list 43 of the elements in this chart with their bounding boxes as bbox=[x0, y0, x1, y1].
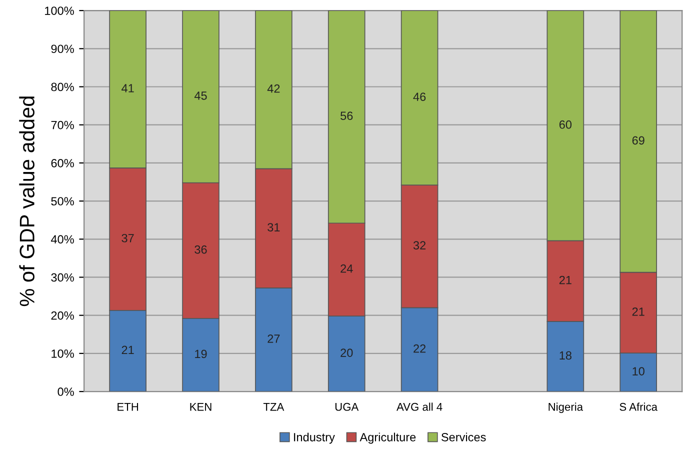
data-label: 22 bbox=[414, 344, 426, 353]
x-tick-label: KEN bbox=[190, 403, 212, 411]
data-label: 31 bbox=[268, 223, 280, 232]
data-label: 45 bbox=[194, 92, 207, 100]
legend-label: Industry bbox=[294, 432, 335, 444]
data-label: 36 bbox=[194, 245, 207, 254]
data-label: 21 bbox=[122, 346, 134, 354]
x-tick-label: ETH bbox=[118, 403, 138, 411]
y-tick-label: 60% bbox=[51, 158, 74, 168]
x-tick-label: Nigeria bbox=[548, 402, 584, 413]
x-tick-label: AVG all 4 bbox=[396, 402, 442, 411]
y-tick-label: 50% bbox=[51, 197, 74, 206]
data-label: 21 bbox=[559, 276, 572, 284]
y-tick-label: 80% bbox=[51, 82, 74, 92]
data-label: 20 bbox=[340, 348, 353, 357]
y-tick-label: 10% bbox=[52, 349, 74, 358]
data-label: 37 bbox=[122, 234, 134, 242]
data-label: 46 bbox=[413, 92, 426, 101]
data-label: 21 bbox=[632, 307, 644, 316]
y-tick-label: 30% bbox=[51, 273, 74, 282]
data-label: 41 bbox=[122, 84, 134, 92]
y-tick-label: 70% bbox=[51, 120, 74, 130]
y-tick-label: 0% bbox=[58, 388, 74, 396]
y-tick-label: 40% bbox=[50, 235, 74, 244]
data-label: 24 bbox=[340, 264, 353, 273]
data-label: 60 bbox=[559, 120, 572, 129]
data-label: 18 bbox=[560, 351, 572, 360]
data-label: 19 bbox=[195, 350, 207, 358]
legend-label: Agriculture bbox=[360, 432, 416, 444]
data-label: 42 bbox=[267, 84, 280, 93]
data-label: 27 bbox=[268, 334, 280, 343]
data-label: 56 bbox=[340, 112, 353, 120]
legend-label: Services bbox=[441, 432, 486, 442]
x-tick-label: S Africa bbox=[620, 402, 658, 411]
y-tick-label: 20% bbox=[51, 311, 74, 320]
x-tick-label: UGA bbox=[335, 402, 359, 411]
x-tick-label: TZA bbox=[263, 403, 284, 411]
y-axis-title: % of GDP value added bbox=[19, 96, 34, 306]
data-label: 10 bbox=[632, 367, 644, 376]
data-label: 32 bbox=[413, 241, 426, 250]
data-label: 69 bbox=[632, 136, 644, 145]
y-tick-label: 90% bbox=[51, 44, 74, 54]
y-tick-label: 100% bbox=[45, 6, 74, 15]
